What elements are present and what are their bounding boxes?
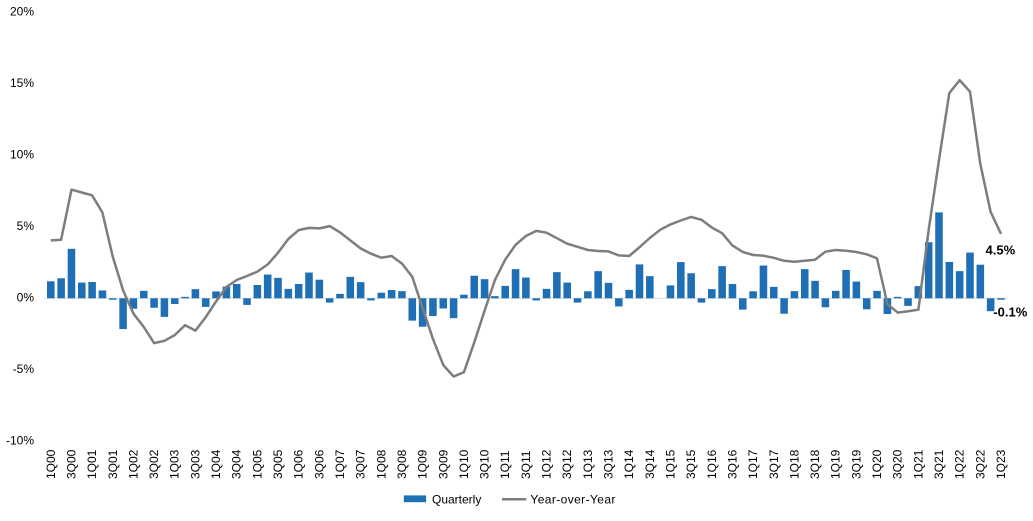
svg-text:3Q04: 3Q04: [230, 449, 244, 479]
svg-text:3Q10: 3Q10: [478, 449, 492, 479]
svg-text:3Q18: 3Q18: [808, 449, 822, 479]
svg-text:3Q13: 3Q13: [602, 449, 616, 479]
svg-text:-5%: -5%: [13, 362, 35, 376]
svg-text:5%: 5%: [17, 219, 35, 233]
svg-text:Year-over-Year: Year-over-Year: [530, 492, 615, 506]
svg-text:1Q09: 1Q09: [416, 449, 430, 479]
svg-text:20%: 20%: [10, 5, 34, 19]
svg-text:1Q07: 1Q07: [333, 449, 347, 479]
svg-text:10%: 10%: [10, 148, 34, 162]
svg-text:3Q14: 3Q14: [643, 449, 657, 479]
svg-text:1Q00: 1Q00: [44, 449, 58, 479]
svg-text:4.5%: 4.5%: [986, 243, 1016, 258]
svg-text:1Q13: 1Q13: [581, 449, 595, 479]
svg-text:1Q14: 1Q14: [622, 449, 636, 479]
svg-text:1Q01: 1Q01: [85, 449, 99, 479]
svg-text:1Q16: 1Q16: [705, 449, 719, 479]
svg-text:3Q20: 3Q20: [891, 449, 905, 479]
svg-text:3Q16: 3Q16: [725, 449, 739, 479]
svg-text:15%: 15%: [10, 76, 34, 90]
svg-text:1Q20: 1Q20: [870, 449, 884, 479]
svg-text:1Q03: 1Q03: [168, 449, 182, 479]
svg-text:3Q15: 3Q15: [684, 449, 698, 479]
svg-text:3Q19: 3Q19: [849, 449, 863, 479]
svg-text:1Q04: 1Q04: [209, 449, 223, 479]
svg-text:1Q08: 1Q08: [374, 449, 388, 479]
svg-text:3Q00: 3Q00: [65, 449, 79, 479]
svg-text:1Q18: 1Q18: [787, 449, 801, 479]
svg-text:3Q07: 3Q07: [354, 449, 368, 479]
svg-text:3Q11: 3Q11: [519, 450, 533, 479]
svg-text:3Q22: 3Q22: [973, 449, 987, 479]
svg-text:3Q09: 3Q09: [436, 449, 450, 479]
svg-text:1Q05: 1Q05: [250, 449, 264, 479]
svg-text:1Q19: 1Q19: [829, 449, 843, 479]
svg-text:1Q22: 1Q22: [953, 449, 967, 479]
svg-text:-0.1%: -0.1%: [993, 304, 1027, 319]
svg-text:1Q11: 1Q11: [498, 450, 512, 479]
svg-text:1Q10: 1Q10: [457, 449, 471, 479]
svg-text:1Q02: 1Q02: [126, 449, 140, 479]
svg-text:1Q06: 1Q06: [292, 449, 306, 479]
svg-text:3Q17: 3Q17: [767, 449, 781, 479]
svg-text:1Q23: 1Q23: [994, 449, 1008, 479]
svg-text:Quarterly: Quarterly: [432, 492, 481, 506]
svg-text:3Q06: 3Q06: [312, 449, 326, 479]
svg-text:3Q01: 3Q01: [106, 449, 120, 479]
svg-text:-10%: -10%: [6, 434, 34, 448]
svg-text:1Q12: 1Q12: [540, 449, 554, 479]
svg-text:1Q21: 1Q21: [911, 449, 925, 479]
svg-text:3Q03: 3Q03: [188, 449, 202, 479]
svg-text:1Q15: 1Q15: [664, 449, 678, 479]
svg-text:3Q08: 3Q08: [395, 449, 409, 479]
svg-text:3Q21: 3Q21: [932, 449, 946, 479]
svg-text:3Q02: 3Q02: [147, 449, 161, 479]
svg-text:3Q12: 3Q12: [560, 449, 574, 479]
svg-text:3Q05: 3Q05: [271, 449, 285, 479]
svg-text:1Q17: 1Q17: [746, 449, 760, 479]
svg-text:0%: 0%: [17, 291, 35, 305]
